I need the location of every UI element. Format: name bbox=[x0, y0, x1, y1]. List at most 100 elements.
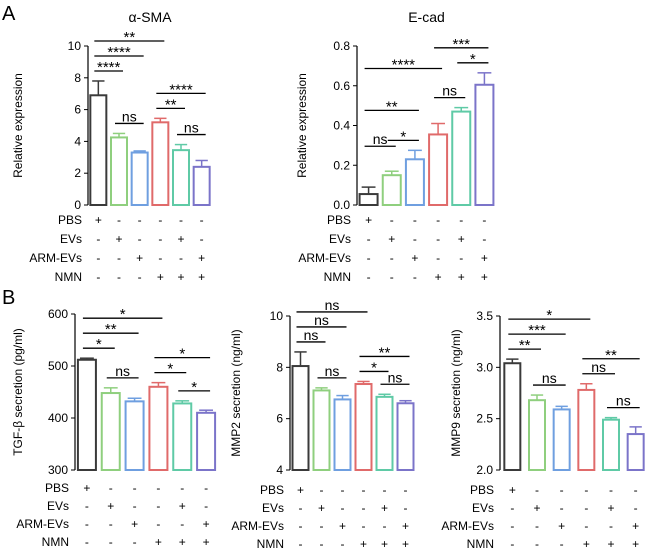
panel-letter-a: A bbox=[2, 3, 16, 25]
treatment-sign: + bbox=[339, 519, 346, 533]
chart-title: α-SMA bbox=[128, 9, 172, 25]
significance-label: * bbox=[167, 361, 173, 378]
bar bbox=[196, 411, 217, 471]
treatment-sign: - bbox=[96, 232, 100, 246]
treatment-sign: - bbox=[404, 501, 408, 515]
treatment-sign: - bbox=[390, 270, 394, 284]
treatment-sign: - bbox=[158, 232, 162, 246]
treatment-sign: - bbox=[156, 499, 160, 513]
panel-letter-b: B bbox=[2, 287, 15, 309]
significance-label: ** bbox=[379, 344, 391, 361]
treatment-sign: + bbox=[388, 232, 395, 246]
treatment-sign: - bbox=[634, 501, 638, 515]
bar bbox=[552, 408, 571, 471]
treatment-sign: + bbox=[411, 251, 418, 265]
treatment-sign: + bbox=[318, 501, 325, 515]
significance-label: **** bbox=[169, 81, 193, 98]
significance-label: ns bbox=[616, 393, 631, 409]
treatment-sign: - bbox=[117, 213, 121, 227]
treatment-row-label: NMN bbox=[42, 535, 69, 549]
y-tick-label: 0.8 bbox=[333, 39, 350, 53]
treatment-sign: - bbox=[109, 535, 113, 549]
treatment-sign: - bbox=[436, 251, 440, 265]
treatment-sign: + bbox=[203, 535, 210, 549]
bar bbox=[428, 133, 449, 207]
treatment-sign: + bbox=[107, 499, 114, 513]
treatment-row-label: EVs bbox=[329, 232, 351, 246]
treatment-sign: - bbox=[133, 499, 137, 513]
significance-label: ns bbox=[325, 297, 340, 313]
treatment-sign: - bbox=[117, 270, 121, 284]
treatment-sign: + bbox=[83, 481, 90, 495]
y-tick-label: 6 bbox=[276, 412, 283, 426]
treatment-sign: + bbox=[179, 499, 186, 513]
treatment-sign: - bbox=[609, 483, 613, 497]
treatment-sign: - bbox=[413, 213, 417, 227]
y-tick-label: 0 bbox=[74, 198, 81, 212]
treatment-sign: + bbox=[365, 213, 372, 227]
treatment-sign: - bbox=[138, 270, 142, 284]
chart-title: E-cad bbox=[408, 9, 445, 25]
treatment-sign: - bbox=[320, 519, 324, 533]
treatment-sign: + bbox=[155, 535, 162, 549]
treatment-sign: + bbox=[198, 270, 205, 284]
treatment-sign: - bbox=[138, 232, 142, 246]
significance-label: *** bbox=[452, 36, 470, 53]
treatment-sign: + bbox=[533, 501, 540, 515]
treatment-sign: - bbox=[367, 270, 371, 284]
bar bbox=[381, 174, 402, 206]
bar bbox=[76, 358, 97, 472]
treatment-sign: - bbox=[390, 213, 394, 227]
treatment-sign: + bbox=[297, 483, 304, 497]
bar bbox=[503, 362, 522, 471]
treatment-row-label: NMN bbox=[324, 270, 351, 284]
significance-label: ns bbox=[115, 363, 130, 379]
treatment-row-label: EVs bbox=[262, 501, 284, 515]
treatment-sign: + bbox=[632, 537, 639, 551]
y-tick-label: 0.4 bbox=[333, 119, 350, 133]
y-tick-label: 600 bbox=[48, 307, 68, 321]
treatment-sign: - bbox=[634, 483, 638, 497]
treatment-row-label: EVs bbox=[47, 499, 69, 513]
y-tick-label: 0.2 bbox=[333, 158, 350, 172]
treatment-sign: - bbox=[96, 251, 100, 265]
treatment-sign: + bbox=[481, 251, 488, 265]
treatment-row-label: PBS bbox=[45, 481, 69, 495]
treatment-sign: - bbox=[584, 519, 588, 533]
treatment-row-label: ARM-EVs bbox=[298, 251, 351, 265]
bar bbox=[172, 149, 190, 207]
bar bbox=[358, 193, 379, 207]
bar bbox=[333, 398, 352, 471]
treatment-sign: - bbox=[584, 501, 588, 515]
treatment-row-label: NMN bbox=[55, 270, 82, 284]
treatment-row-label: ARM-EVs bbox=[29, 251, 82, 265]
treatment-sign: - bbox=[535, 519, 539, 533]
y-axis-label: MMP9 secretion (ng/ml) bbox=[449, 329, 463, 456]
bar bbox=[396, 402, 415, 471]
treatment-sign: - bbox=[180, 481, 184, 495]
bar bbox=[291, 365, 310, 471]
bar bbox=[474, 83, 495, 206]
bar bbox=[110, 136, 128, 206]
treatment-sign: + bbox=[458, 232, 465, 246]
bar bbox=[130, 151, 149, 206]
treatment-sign: - bbox=[535, 537, 539, 551]
significance-label: ns bbox=[304, 327, 319, 343]
significance-label: ** bbox=[605, 347, 617, 364]
treatment-sign: - bbox=[404, 483, 408, 497]
bar bbox=[89, 94, 108, 206]
treatment-sign: - bbox=[85, 535, 89, 549]
bar bbox=[312, 389, 331, 471]
significance-label: ns bbox=[184, 120, 199, 136]
treatment-sign: - bbox=[584, 483, 588, 497]
significance-label: * bbox=[470, 51, 476, 68]
y-tick-label: 3.0 bbox=[476, 360, 493, 374]
significance-label: ns bbox=[591, 359, 606, 375]
treatment-sign: + bbox=[95, 213, 102, 227]
significance-label: * bbox=[96, 336, 102, 353]
treatment-sign: + bbox=[607, 537, 614, 551]
